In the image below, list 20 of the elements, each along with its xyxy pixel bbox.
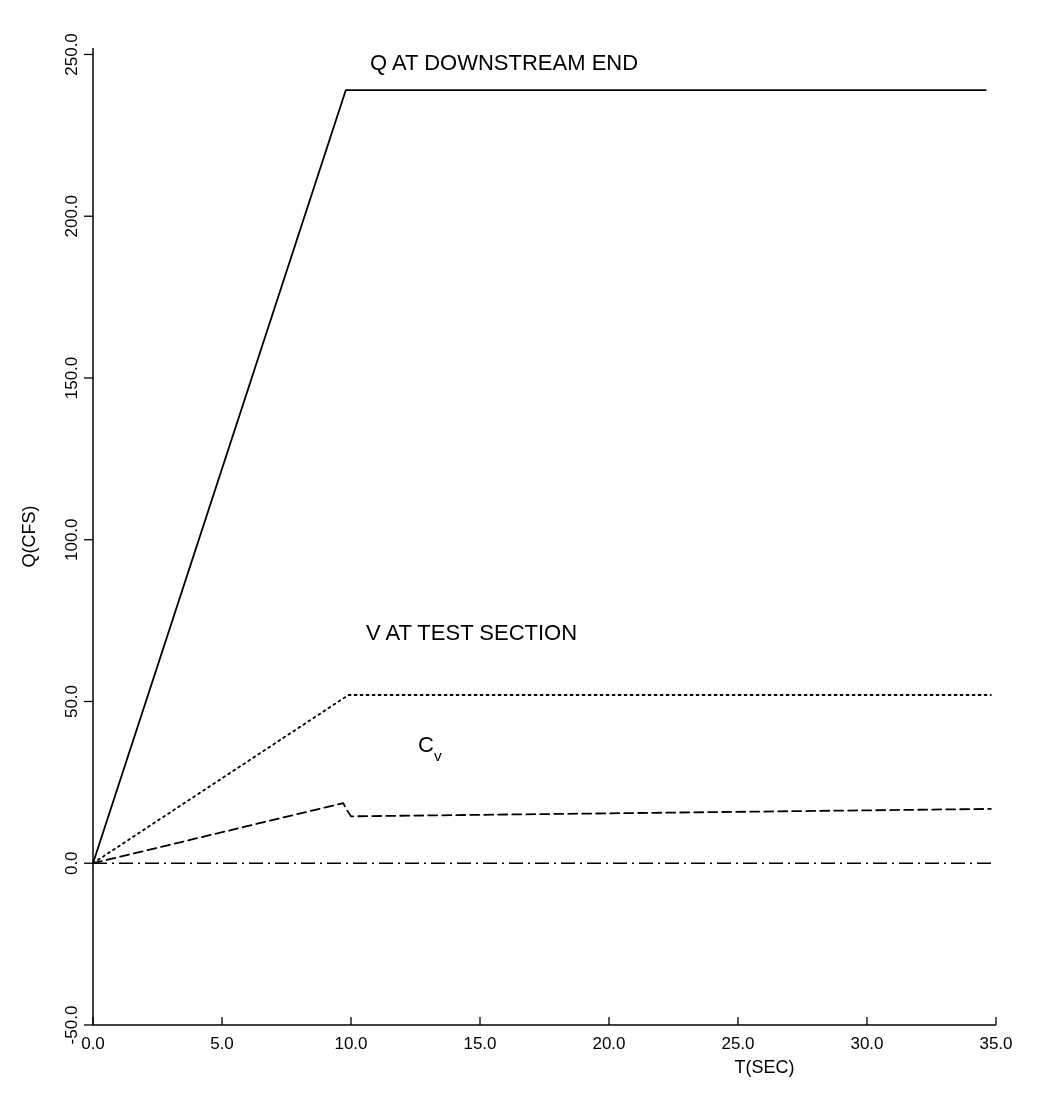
y-tick-label: 100.0 — [62, 518, 81, 562]
y-tick-label: 0.0 — [62, 851, 81, 876]
x-tick-label: 10.0 — [334, 1034, 368, 1053]
x-tick-label: 15.0 — [463, 1034, 497, 1053]
x-tick-label: 20.0 — [592, 1034, 626, 1053]
y-tick-label: 150.0 — [62, 356, 81, 400]
annotation: Q AT DOWNSTREAM END — [370, 50, 639, 75]
y-tick-label: 50.0 — [62, 684, 81, 719]
x-tick-label: 35.0 — [979, 1034, 1013, 1053]
x-axis-title: T(SEC) — [734, 1057, 795, 1077]
x-tick-label: 5.0 — [210, 1034, 234, 1053]
annotation: C$_{v}$ — [418, 732, 442, 764]
y-axis-title: Q(CFS) — [19, 505, 39, 568]
x-tick-label: 30.0 — [850, 1034, 884, 1053]
y-tick-label: 250.0 — [62, 33, 81, 76]
y-tick-label: 200.0 — [62, 194, 81, 238]
annotation: V AT TEST SECTION — [366, 620, 578, 645]
x-tick-label: 25.0 — [721, 1034, 755, 1053]
x-tick-label: 0.0 — [81, 1034, 105, 1053]
y-tick-label: -50.0 — [62, 1005, 81, 1045]
